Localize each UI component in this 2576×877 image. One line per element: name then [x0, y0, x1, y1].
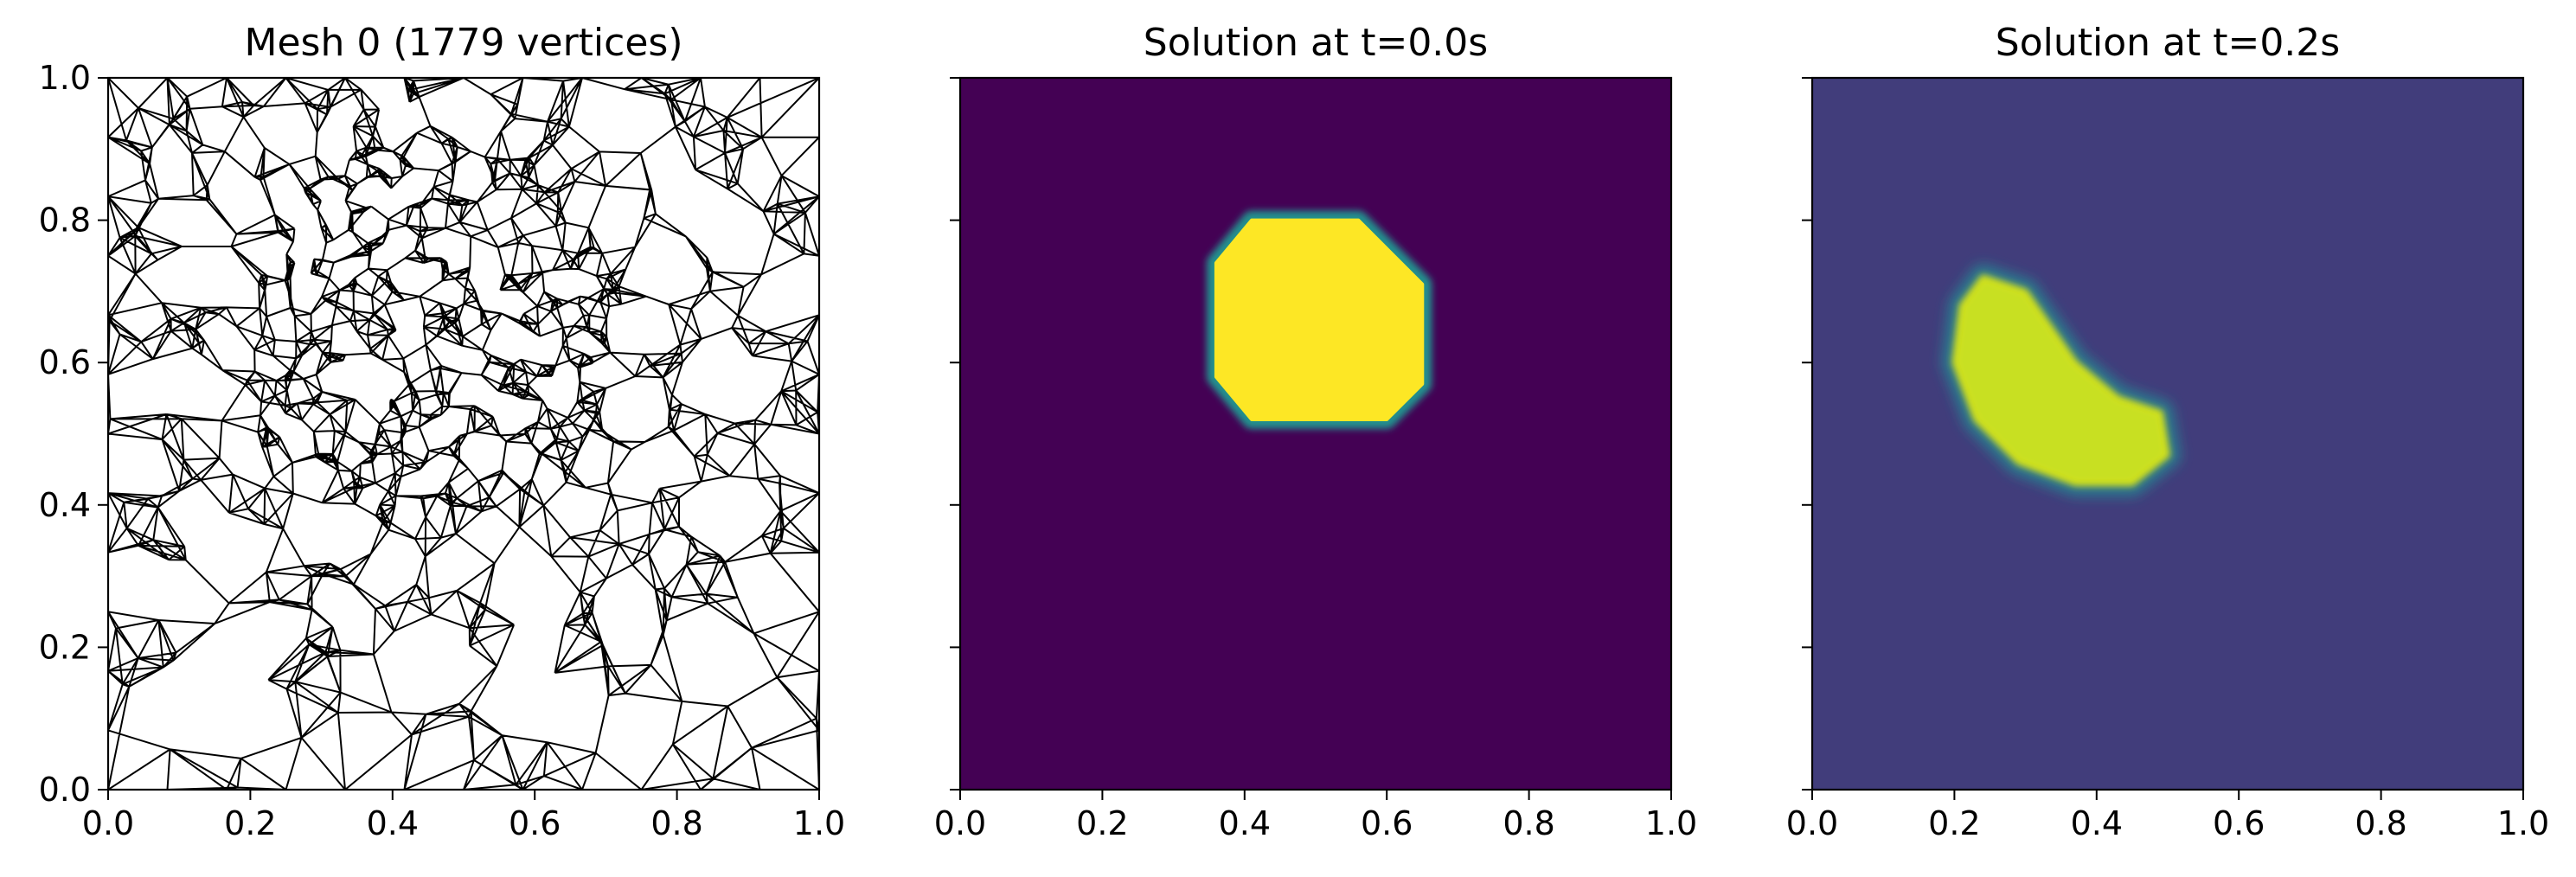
solution-t0-background [960, 78, 1671, 790]
x-tick-label: 1.0 [2497, 804, 2549, 842]
x-tick-label: 0.4 [1219, 804, 1271, 842]
mesh-edges [108, 78, 819, 790]
solution-t02-title: Solution at t=0.2s [1996, 21, 2340, 65]
mesh-ticks: 0.0 0.2 0.4 0.6 0.8 1.0 0.0 0.2 0.4 0.6 0.8 1.0 [39, 59, 846, 842]
solution-t0-plot-area [960, 78, 1671, 790]
solution-t02-plot-area [1812, 78, 2523, 790]
mesh-axes-frame [106, 76, 821, 791]
solution-t0-title: Solution at t=0.0s [1144, 21, 1488, 65]
x-tick-label: 0.4 [367, 804, 419, 842]
solution-t02-ticks: 0.0 0.2 0.4 0.6 0.8 1.0 [1786, 77, 2549, 842]
x-tick-label: 0.2 [1928, 804, 1980, 842]
x-tick-label: 0.8 [2355, 804, 2406, 842]
x-tick-label: 0.2 [1076, 804, 1128, 842]
y-tick-label: 0.2 [39, 628, 91, 666]
x-tick-label: 0.2 [224, 804, 276, 842]
solution-t02-panel: Solution at t=0.2s 0.0 0.2 0.4 0.6 0.8 1.0 [1786, 21, 2549, 842]
y-tick-label: 0.8 [39, 202, 91, 240]
x-tick-label: 0.0 [1786, 804, 1838, 842]
y-tick-label: 0.0 [39, 771, 91, 809]
x-tick-label: 0.0 [934, 804, 986, 842]
solution-t0-ticks: 0.0 0.2 0.4 0.6 0.8 1.0 [934, 77, 1697, 842]
x-tick-label: 1.0 [793, 804, 845, 842]
solution-t0-panel: Solution at t=0.0s 0.0 0.2 0.4 0.6 0.8 1.0 [934, 21, 1697, 842]
mesh-plot-area [108, 78, 819, 790]
x-tick-label: 0.4 [2071, 804, 2123, 842]
y-tick-label: 0.6 [39, 343, 91, 381]
mesh-edge-path [108, 78, 819, 790]
solution-t02-axes-frame [1810, 76, 2525, 791]
solution-t0-axes-frame [958, 76, 1673, 791]
x-tick-label: 0.6 [1361, 804, 1413, 842]
blob-core [1214, 218, 1425, 421]
mesh-panel: Mesh 0 (1779 vertices) 0.0 0.2 0.4 0.6 0.8 1.… [39, 21, 846, 842]
x-tick-label: 0.8 [650, 804, 702, 842]
x-tick-label: 0.6 [2213, 804, 2265, 842]
x-tick-label: 0.0 [82, 804, 134, 842]
blob-core [1951, 274, 2170, 487]
solution-t02-blob [1941, 264, 2181, 497]
y-tick-label: 0.4 [39, 486, 91, 524]
x-tick-label: 0.6 [509, 804, 561, 842]
x-tick-label: 0.8 [1503, 804, 1554, 842]
mesh-title: Mesh 0 (1779 vertices) [245, 21, 683, 65]
x-tick-label: 1.0 [1645, 804, 1697, 842]
y-tick-label: 1.0 [39, 59, 91, 97]
solution-t0-blob [1206, 210, 1432, 429]
